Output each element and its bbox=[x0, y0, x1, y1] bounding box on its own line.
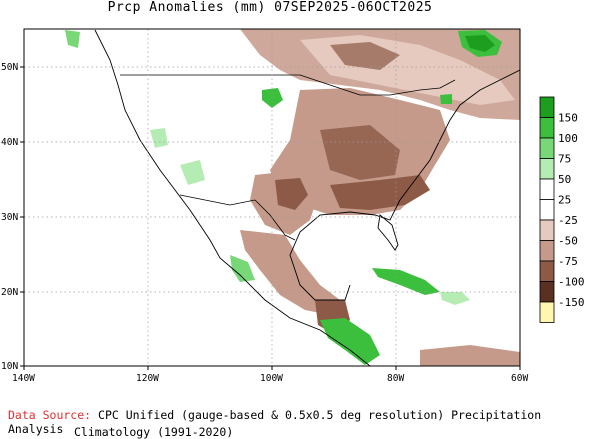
anomaly-east-us-core bbox=[320, 125, 400, 180]
lat-tick-10n: 10N bbox=[1, 361, 18, 372]
lon-tick-80w: 80W bbox=[387, 373, 404, 384]
coastline-pacific bbox=[94, 29, 371, 366]
legend-swatch bbox=[539, 240, 555, 262]
lon-tick-100w: 100W bbox=[260, 373, 283, 384]
anomaly-mexico-dry bbox=[240, 230, 340, 315]
legend-label: -25 bbox=[558, 214, 578, 227]
legend-label: -100 bbox=[558, 276, 585, 289]
lat-tick-40n: 40N bbox=[1, 137, 18, 148]
anomaly-newengland-wet bbox=[440, 94, 452, 104]
map-field bbox=[24, 29, 520, 366]
legend-label: 25 bbox=[558, 194, 571, 207]
legend-swatch bbox=[539, 219, 555, 241]
legend-swatch bbox=[539, 96, 555, 118]
lat-axis: 50N 40N 30N 20N 10N bbox=[1, 62, 24, 372]
legend-label: -150 bbox=[558, 296, 585, 309]
us-mexico-border bbox=[179, 194, 296, 241]
anomaly-texas-core bbox=[275, 178, 308, 210]
anomaly-southeast-dry bbox=[330, 175, 430, 210]
data-source-text: CPC Unified (gauge-based & 0.5x0.5 deg r… bbox=[8, 408, 542, 436]
lat-tick-30n: 30N bbox=[1, 212, 18, 223]
legend-swatch bbox=[539, 281, 555, 303]
data-source-line: Data Source: CPC Unified (gauge-based & … bbox=[8, 408, 591, 436]
legend-label: 150 bbox=[558, 112, 578, 125]
anomaly-northplains-wet bbox=[262, 88, 283, 108]
legend-swatch bbox=[539, 137, 555, 159]
legend-swatch bbox=[539, 178, 555, 200]
anomaly-cuba-wet bbox=[372, 268, 440, 295]
anomaly-canada-dry-3 bbox=[330, 42, 400, 70]
legend-label: 75 bbox=[558, 153, 571, 166]
florida bbox=[377, 214, 399, 251]
lon-tick-60w: 60W bbox=[511, 373, 528, 384]
anomaly-west-wet-2 bbox=[180, 160, 205, 185]
us-canada-border bbox=[120, 74, 456, 96]
anomaly-quebec-wet-core bbox=[465, 35, 495, 52]
lon-tick-120w: 120W bbox=[136, 373, 159, 384]
graticule bbox=[24, 29, 520, 366]
climatology-text: Climatology (1991-2020) bbox=[74, 425, 234, 439]
anomaly-hispaniola-wet bbox=[440, 292, 470, 305]
data-source-label: Data Source: bbox=[8, 408, 92, 422]
legend-swatch bbox=[539, 301, 555, 323]
lon-tick-140w: 140W bbox=[12, 373, 35, 384]
legend-label: -75 bbox=[558, 255, 578, 268]
legend-swatch bbox=[539, 199, 555, 221]
anomaly-west-wet-1 bbox=[150, 128, 168, 148]
map-title: Prcp Anomalies (mm) 07SEP2025-06OCT2025 bbox=[107, 0, 433, 15]
legend-label: -50 bbox=[558, 235, 578, 248]
anomaly-mexico-wet-west bbox=[230, 255, 255, 282]
legend-label: 50 bbox=[558, 173, 571, 186]
coastline-atlantic bbox=[399, 69, 520, 201]
anomaly-centralam-wet bbox=[320, 318, 380, 365]
color-legend: 150 100 75 50 25 -25 -50 -75 -100 -150 bbox=[539, 96, 585, 323]
lon-axis: 140W 120W 100W 80W 60W bbox=[12, 366, 528, 384]
legend-swatch bbox=[539, 260, 555, 282]
lat-tick-20n: 20N bbox=[1, 287, 18, 298]
legend-swatch bbox=[539, 117, 555, 139]
lat-tick-50n: 50N bbox=[1, 62, 18, 73]
legend-swatch bbox=[539, 158, 555, 180]
legend-label: 100 bbox=[558, 132, 578, 145]
anomaly-pacific-nw-wet bbox=[65, 30, 80, 48]
anomaly-sa-north-dry bbox=[420, 345, 520, 366]
